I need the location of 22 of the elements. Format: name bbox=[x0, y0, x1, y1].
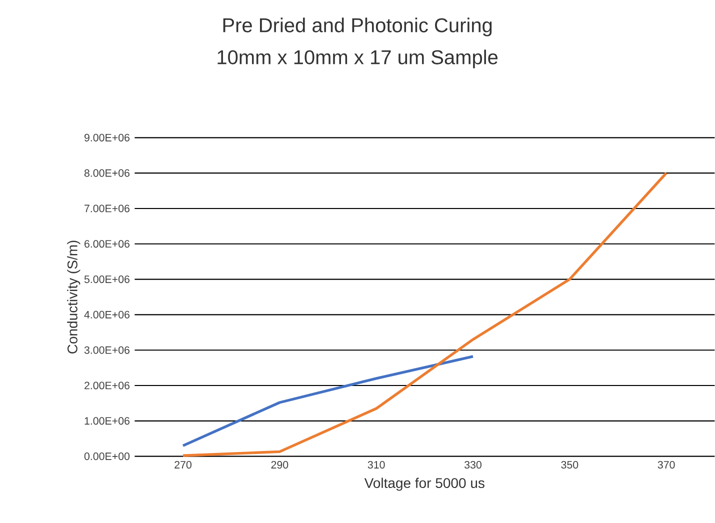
chart-subtitle: 10mm x 10mm x 17 um Sample bbox=[218, 50, 498, 68]
x-axis-title: Voltage for 5000 us bbox=[364, 478, 484, 491]
x-tick-label: 370 bbox=[658, 461, 675, 469]
y-axis-title: Conductivity (S/m) bbox=[67, 240, 80, 354]
chart-title: Pre Dried and Photonic Curing bbox=[223, 18, 492, 36]
y-tick-label: 6.00E+06 bbox=[84, 240, 130, 248]
line-series bbox=[182, 355, 474, 448]
y-tick-label: 5.00E+06 bbox=[84, 276, 130, 284]
x-tick-label: 350 bbox=[561, 461, 578, 469]
y-tick-label: 7.00E+06 bbox=[84, 204, 130, 212]
x-tick-label: 310 bbox=[368, 461, 385, 469]
y-tick-label: 9.00E+06 bbox=[84, 134, 130, 142]
y-tick-label: 8.00E+06 bbox=[84, 169, 130, 177]
y-tick-label: 3.00E+06 bbox=[84, 346, 130, 354]
y-tick-label: 1.00E+06 bbox=[84, 417, 130, 425]
y-tick-label: 4.00E+06 bbox=[84, 310, 130, 318]
x-tick-label: 330 bbox=[464, 461, 482, 469]
y-tick-label: 0.00E+00 bbox=[84, 452, 130, 460]
x-tick-label: 270 bbox=[174, 461, 192, 469]
line-series bbox=[182, 172, 668, 457]
x-tick-label: 290 bbox=[271, 461, 288, 469]
y-tick-label: 2.00E+06 bbox=[84, 382, 130, 390]
